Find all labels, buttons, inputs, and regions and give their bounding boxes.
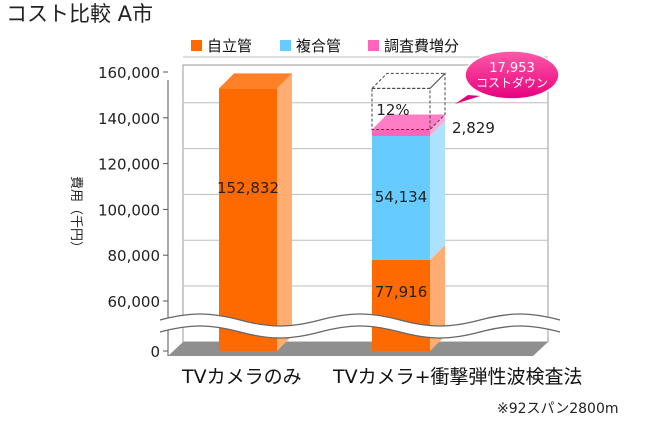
y-tick-label: 60,000 — [108, 293, 161, 311]
bar-tv-camera-plus-impact-0: 77,916 — [372, 244, 445, 351]
legend-swatch-self-standing-pipe — [191, 40, 202, 51]
category-label-tv-camera-plus-impact: TVカメラ+衝撃弾性波検査法 — [332, 366, 583, 388]
category-label-tv-camera-only: TVカメラのみ — [181, 366, 302, 388]
data-label-tv-camera-plus-impact-2: 2,829 — [452, 119, 495, 137]
legend-label-composite-pipe: 複合管 — [296, 37, 341, 55]
y-tick-label: 120,000 — [98, 156, 160, 174]
bar-tv-camera-only-0: 152,832 — [217, 73, 292, 351]
data-label-tv-camera-only-0: 152,832 — [217, 179, 279, 197]
axis-break — [159, 313, 561, 339]
reduction-percent-label: 12% — [376, 101, 409, 119]
y-tick-label: 80,000 — [108, 247, 161, 265]
y-axis-ticks: 0 60,000 80,000 100,000 120,000 140,000 160,00… — [98, 64, 168, 361]
y-tick-label: 160,000 — [98, 64, 160, 82]
legend-label-self-standing-pipe: 自立管 — [207, 37, 252, 55]
bar-tv-camera-plus-impact-2: 2,829 — [372, 114, 495, 137]
chart-title: コスト比較 A市 — [6, 2, 153, 26]
reduction-box-side — [429, 72, 446, 130]
y-tick-label: 0 — [150, 343, 160, 361]
legend: 自立管 複合管 調査費増分 — [191, 37, 459, 55]
legend-swatch-composite-pipe — [280, 40, 291, 51]
cost-down-amount: 17,953 — [489, 61, 535, 76]
y-tick-label: 100,000 — [98, 201, 160, 219]
bar-tv-camera-plus-impact-1: 54,134 — [372, 121, 445, 260]
legend-swatch-survey-cost-increase — [368, 40, 379, 51]
legend-label-survey-cost-increase: 調査費増分 — [384, 37, 459, 55]
y-tick-label: 140,000 — [98, 110, 160, 128]
y-axis-label: 費用（千円） — [68, 176, 83, 254]
cost-down-text: コストダウン — [476, 75, 548, 90]
footnote: ※92スパン2800m — [497, 401, 619, 417]
data-label-tv-camera-plus-impact-1: 54,134 — [375, 188, 428, 206]
reduction-box — [371, 87, 431, 131]
data-label-tv-camera-plus-impact-0: 77,916 — [375, 283, 428, 301]
bars-group: 152,832 77,916 54,134 2,829 — [217, 73, 495, 351]
